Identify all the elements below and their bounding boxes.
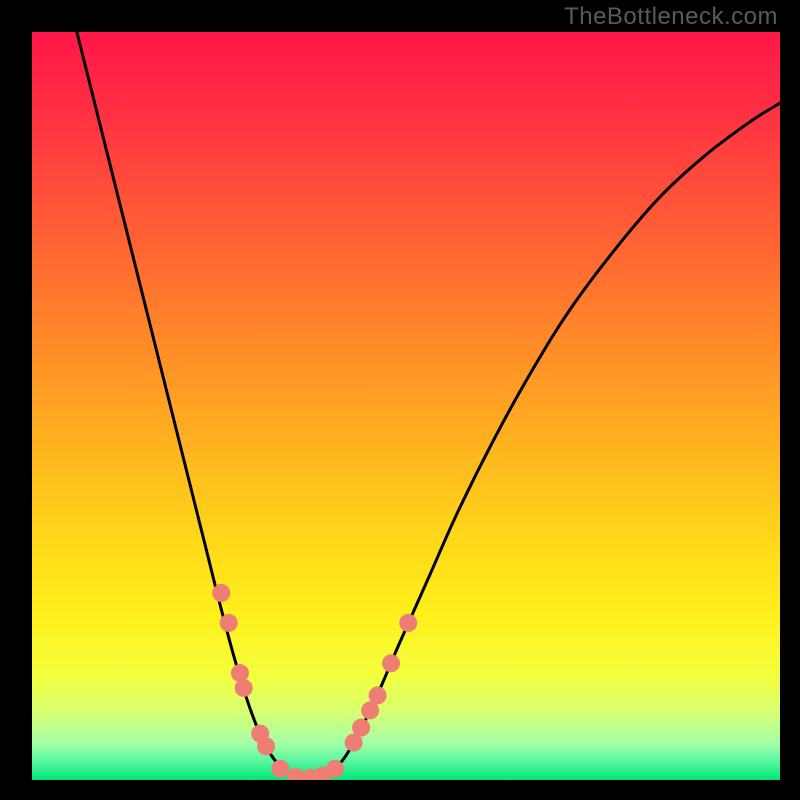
data-marker bbox=[326, 760, 344, 778]
data-marker bbox=[231, 664, 249, 682]
data-marker bbox=[212, 584, 230, 602]
data-marker bbox=[382, 654, 400, 672]
chart-svg bbox=[32, 32, 780, 780]
plot-area bbox=[32, 32, 780, 780]
data-marker bbox=[220, 614, 238, 632]
outer-frame: TheBottleneck.com bbox=[0, 0, 800, 800]
data-marker bbox=[352, 719, 370, 737]
data-marker bbox=[235, 679, 253, 697]
data-marker bbox=[271, 760, 289, 778]
gradient-background bbox=[32, 32, 780, 780]
data-marker bbox=[369, 686, 387, 704]
watermark-text: TheBottleneck.com bbox=[564, 3, 778, 31]
data-marker bbox=[399, 614, 417, 632]
data-marker bbox=[257, 737, 275, 755]
